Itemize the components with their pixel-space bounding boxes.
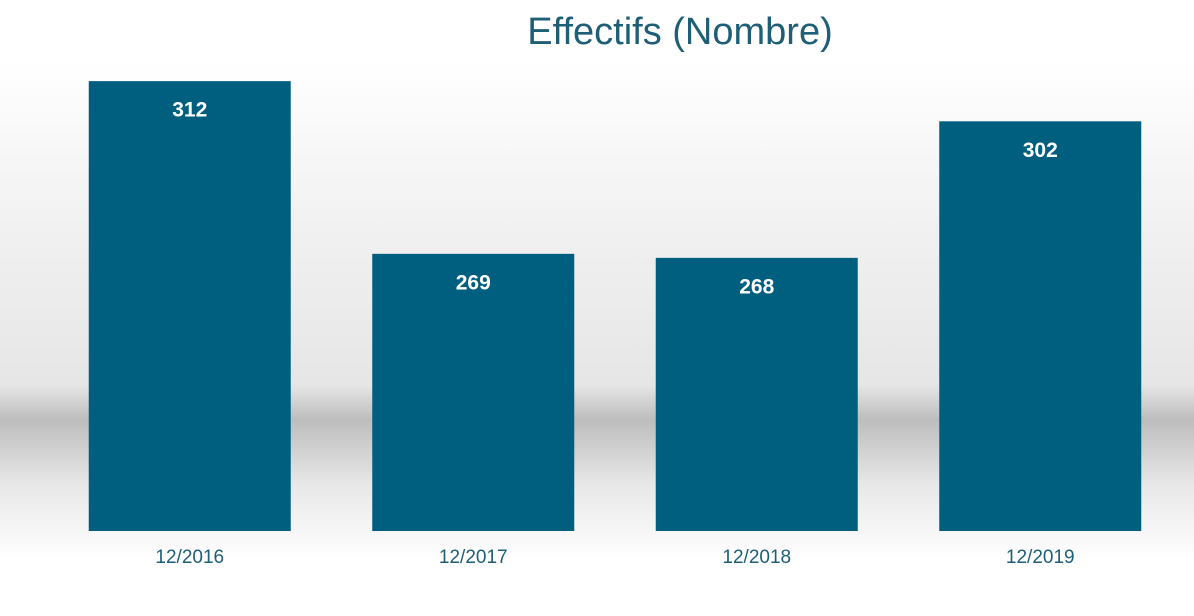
x-tick-label: 12/2019 — [1006, 547, 1075, 568]
chart-title: Effectifs (Nombre) — [527, 11, 832, 53]
x-tick-label: 12/2016 — [155, 547, 224, 568]
data-label: 302 — [1023, 139, 1058, 162]
x-tick-label: 12/2018 — [722, 547, 791, 568]
bar — [372, 253, 575, 531]
x-tick-label: 12/2017 — [439, 547, 508, 568]
bar — [655, 257, 858, 531]
bar — [88, 81, 291, 531]
data-label: 269 — [456, 271, 491, 294]
data-label: 312 — [172, 99, 207, 122]
data-label: 268 — [739, 275, 774, 298]
bar — [939, 121, 1142, 532]
